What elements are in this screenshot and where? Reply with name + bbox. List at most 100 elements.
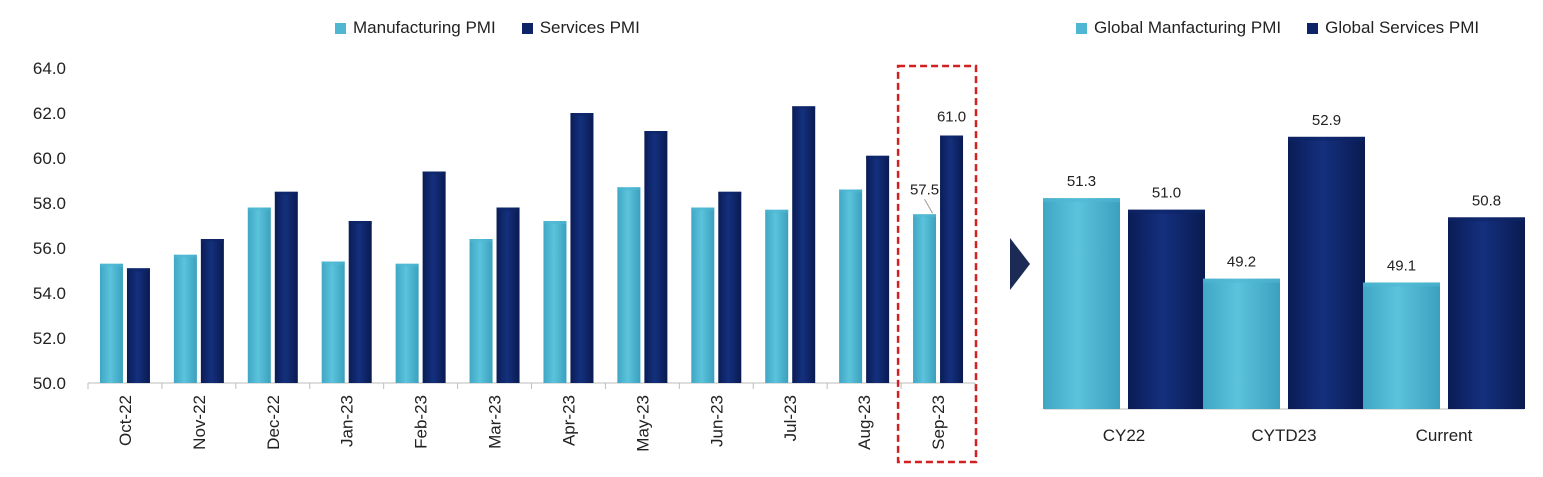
data-label-global-services-cytd23: 52.9	[1312, 112, 1341, 129]
bar-services-nov-22	[200, 239, 224, 383]
x-tick-label-aug-23: Aug-23	[855, 395, 874, 450]
bar-top-manufacturing-aug-23	[839, 189, 863, 193]
bar-manufacturing-jan-23	[321, 261, 345, 383]
legend-item-global-services: Global Services PMI	[1307, 18, 1479, 38]
bar-top-global-manufacturing-cy22	[1043, 198, 1120, 203]
x-tick-label-jul-23: Jul-23	[781, 395, 800, 441]
bar-manufacturing-apr-23	[543, 221, 567, 383]
bar-top-services-may-23	[644, 131, 668, 134]
bar-services-jul-23	[792, 106, 816, 383]
x-tick-label-oct-22: Oct-22	[116, 395, 135, 446]
legend-label-services: Services PMI	[539, 18, 640, 37]
legend-label-global-manufacturing: Global Manfacturing PMI	[1094, 18, 1282, 37]
bar-manufacturing-mar-23	[469, 239, 493, 383]
legend-item-services: Services PMI	[521, 18, 640, 38]
x-tick-label-dec-22: Dec-22	[264, 395, 283, 450]
bar-top-manufacturing-oct-22	[99, 263, 123, 267]
bar-manufacturing-aug-23	[839, 189, 863, 383]
left-chart-legend: Manufacturing PMI Services PMI	[335, 18, 666, 38]
bar-services-dec-22	[274, 191, 298, 383]
legend-label-global-services: Global Services PMI	[1325, 18, 1480, 37]
bar-manufacturing-nov-22	[173, 254, 197, 383]
bar-top-manufacturing-apr-23	[543, 221, 567, 224]
bar-top-services-jan-23	[348, 221, 372, 224]
bar-top-manufacturing-mar-23	[469, 239, 493, 242]
bar-manufacturing-oct-22	[99, 263, 123, 383]
y-tick-label: 62.0	[33, 104, 66, 123]
y-tick-label: 64.0	[33, 59, 66, 78]
bar-services-jun-23	[718, 191, 742, 383]
bar-global-services-cytd23	[1288, 136, 1365, 410]
bar-top-manufacturing-jul-23	[765, 209, 789, 213]
bar-manufacturing-jul-23	[765, 209, 789, 383]
bar-top-manufacturing-may-23	[617, 187, 641, 191]
x-tick-label-mar-23: Mar-23	[486, 395, 505, 449]
bar-top-services-feb-23	[422, 171, 446, 175]
x-tick-label-feb-23: Feb-23	[412, 395, 431, 449]
bar-services-feb-23	[422, 171, 446, 383]
bar-top-manufacturing-jan-23	[321, 261, 345, 265]
bar-top-services-nov-22	[200, 239, 224, 242]
y-tick-label: 54.0	[33, 284, 66, 303]
bar-top-global-manufacturing-cytd23	[1203, 278, 1280, 283]
bar-services-apr-23	[570, 113, 594, 383]
bar-services-may-23	[644, 131, 668, 383]
global-pmi-chart: 51.3 51.0 CY22 49.2 52.9 CYTD23 49.1 50.8 Curren…	[1043, 112, 1525, 445]
bar-top-global-services-current	[1448, 217, 1525, 222]
bar-manufacturing-sep-23	[913, 214, 937, 383]
bar-top-global-manufacturing-current	[1363, 282, 1440, 287]
y-tick-label: 52.0	[33, 329, 66, 348]
bar-top-manufacturing-dec-22	[247, 207, 271, 211]
bar-top-services-jul-23	[792, 106, 816, 110]
bar-top-services-aug-23	[866, 155, 890, 159]
right-chart-legend: Global Manfacturing PMI Global Services …	[1076, 18, 1505, 38]
bar-services-mar-23	[496, 207, 520, 383]
bar-services-aug-23	[866, 155, 890, 383]
x-tick-label-cy22: CY22	[1103, 426, 1146, 445]
y-tick-label: 56.0	[33, 239, 66, 258]
x-tick-label-sep-23: Sep-23	[929, 395, 948, 450]
legend-label-manufacturing: Manufacturing PMI	[353, 18, 496, 37]
x-tick-label-cytd23: CYTD23	[1251, 426, 1316, 445]
bar-services-oct-22	[126, 268, 150, 383]
y-tick-label: 50.0	[33, 374, 66, 393]
bar-global-services-current	[1448, 217, 1525, 409]
bar-top-manufacturing-sep-23	[913, 214, 937, 218]
bar-global-manufacturing-cy22	[1043, 198, 1120, 409]
global-services-swatch	[1307, 22, 1319, 34]
bar-top-services-mar-23	[496, 207, 520, 211]
bar-top-services-sep-23	[940, 135, 964, 139]
bar-top-manufacturing-feb-23	[395, 263, 419, 267]
bar-top-services-dec-22	[274, 191, 298, 195]
bar-global-manufacturing-current	[1363, 282, 1440, 409]
arrow-right-icon	[1010, 238, 1030, 290]
legend-item-global-manufacturing: Global Manfacturing PMI	[1076, 18, 1281, 38]
legend-item-manufacturing: Manufacturing PMI	[335, 18, 496, 38]
bar-top-services-jun-23	[718, 191, 742, 195]
data-label-global-services-cy22: 51.0	[1152, 185, 1181, 202]
manufacturing-swatch	[335, 22, 346, 34]
bar-top-manufacturing-nov-22	[173, 254, 197, 258]
bar-top-services-apr-23	[570, 113, 594, 116]
bar-manufacturing-may-23	[617, 187, 641, 383]
bar-top-global-services-cytd23	[1288, 136, 1365, 141]
data-label-global-services-current: 50.8	[1472, 192, 1501, 209]
bar-top-manufacturing-jun-23	[691, 207, 715, 211]
x-tick-label-jan-23: Jan-23	[338, 395, 357, 447]
bar-top-global-services-cy22	[1128, 209, 1205, 214]
y-tick-label: 60.0	[33, 149, 66, 168]
y-tick-label: 58.0	[33, 194, 66, 213]
services-swatch	[521, 22, 533, 34]
data-label-global-manufacturing-cytd23: 49.2	[1227, 254, 1256, 271]
bar-manufacturing-jun-23	[691, 207, 715, 383]
monthly-pmi-chart: 50.0 52.0 54.0 56.0 58.0 60.0 62.0 64.0 Oct-22 No…	[33, 59, 978, 464]
bar-manufacturing-dec-22	[247, 207, 271, 383]
data-label-global-manufacturing-cy22: 51.3	[1067, 173, 1096, 190]
data-label-leader-line	[924, 199, 933, 214]
bar-services-jan-23	[348, 221, 372, 383]
data-label-manufacturing-sep-23: 57.5	[910, 181, 939, 198]
bar-top-services-oct-22	[126, 268, 150, 272]
x-tick-label-may-23: May-23	[633, 395, 652, 452]
x-tick-label-current: Current	[1416, 426, 1473, 445]
